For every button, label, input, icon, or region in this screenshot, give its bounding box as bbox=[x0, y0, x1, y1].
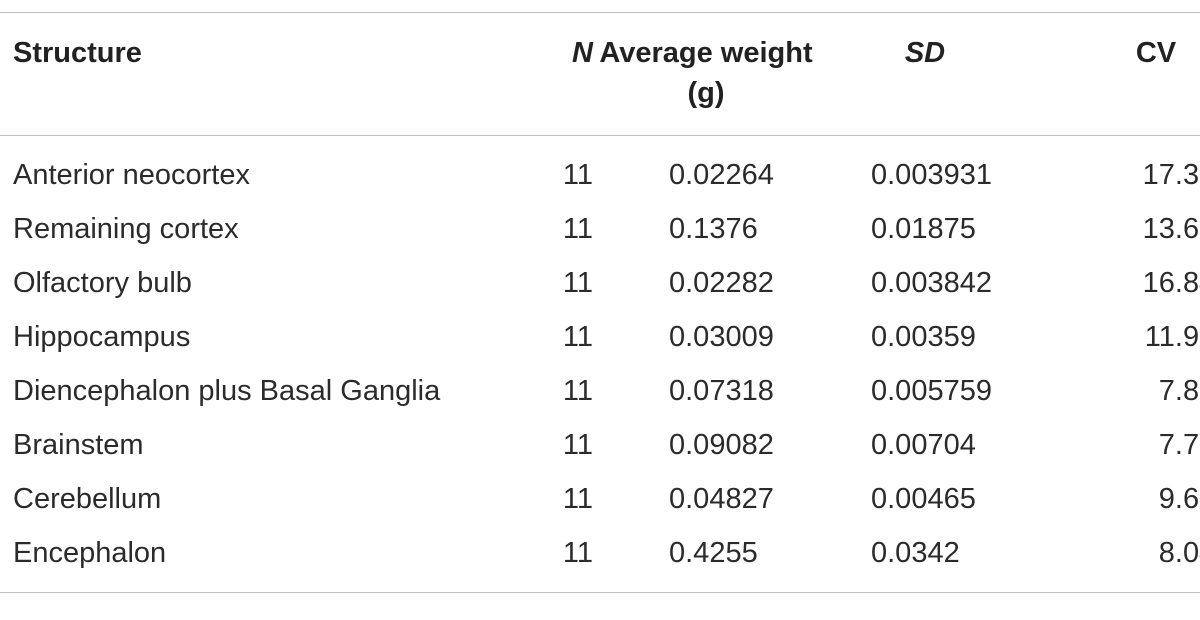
cell-average-weight: 0.02282 bbox=[669, 267, 774, 299]
cell-average-weight: 0.4255 bbox=[669, 537, 758, 569]
header-sd: SD bbox=[904, 37, 946, 69]
cell-structure: Hippocampus bbox=[13, 321, 191, 353]
cell-n: 11 bbox=[562, 213, 593, 245]
header-average-weight: Average weight (g) bbox=[599, 37, 813, 109]
cell-sd: 0.0342 bbox=[871, 537, 960, 569]
cell-sd: 0.01875 bbox=[871, 213, 976, 245]
cell-n: 11 bbox=[562, 267, 593, 299]
table-row: Olfactory bulb 11 0.02282 0.003842 16.84… bbox=[0, 256, 1200, 310]
cell-structure: Cerebellum bbox=[13, 483, 162, 515]
cell-sd: 0.005759 bbox=[871, 375, 992, 407]
cell-structure: Anterior neocortex bbox=[13, 159, 250, 191]
table-row: Hippocampus 11 0.03009 0.00359 11.93% bbox=[0, 310, 1200, 364]
header-n: N bbox=[572, 37, 593, 69]
header-row: Structure N Average weight (g) SD CV bbox=[0, 12, 1200, 136]
cell-cv: 17.37% bbox=[1142, 159, 1200, 191]
cell-structure: Diencephalon plus Basal Ganglia bbox=[13, 375, 441, 407]
cell-cv: 11.93% bbox=[1144, 321, 1200, 353]
cell-cv: 8.04% bbox=[1158, 537, 1200, 569]
cell-structure: Remaining cortex bbox=[13, 213, 239, 245]
cell-average-weight: 0.1376 bbox=[669, 213, 758, 245]
table-row: Diencephalon plus Basal Ganglia 11 0.073… bbox=[0, 364, 1200, 418]
header-structure: Structure bbox=[13, 37, 142, 69]
cell-n: 11 bbox=[562, 321, 593, 353]
cell-average-weight: 0.07318 bbox=[669, 375, 774, 407]
table-row: Brainstem 11 0.09082 0.00704 7.75% bbox=[0, 418, 1200, 472]
cell-n: 11 bbox=[562, 483, 593, 515]
cell-structure: Brainstem bbox=[13, 429, 144, 461]
brain-structure-weights-table: Structure N Average weight (g) SD CV Ant… bbox=[0, 12, 1200, 593]
cell-average-weight: 0.09082 bbox=[669, 429, 774, 461]
cell-n: 11 bbox=[562, 375, 593, 407]
cell-sd: 0.00704 bbox=[871, 429, 976, 461]
cell-sd: 0.003931 bbox=[871, 159, 992, 191]
table-row: Encephalon 11 0.4255 0.0342 8.04% bbox=[0, 526, 1200, 593]
cell-structure: Olfactory bulb bbox=[13, 267, 192, 299]
cell-cv: 13.62% bbox=[1142, 213, 1200, 245]
table-row: Remaining cortex 11 0.1376 0.01875 13.62… bbox=[0, 202, 1200, 256]
table-row: Cerebellum 11 0.04827 0.00465 9.63% bbox=[0, 472, 1200, 526]
cell-average-weight: 0.04827 bbox=[669, 483, 774, 515]
cell-n: 11 bbox=[562, 429, 593, 461]
table-header: Structure N Average weight (g) SD CV bbox=[0, 12, 1200, 136]
cell-n: 11 bbox=[562, 537, 593, 569]
data-table-container: Structure N Average weight (g) SD CV Ant… bbox=[0, 12, 1200, 593]
cell-cv: 7.75% bbox=[1158, 429, 1200, 461]
cell-cv: 7.87% bbox=[1158, 375, 1200, 407]
cell-structure: Encephalon bbox=[13, 537, 167, 569]
cell-sd: 0.00359 bbox=[871, 321, 976, 353]
cell-average-weight: 0.03009 bbox=[669, 321, 774, 353]
cell-sd: 0.003842 bbox=[871, 267, 992, 299]
cell-cv: 9.63% bbox=[1158, 483, 1200, 515]
header-cv: CV bbox=[1135, 37, 1177, 69]
cell-average-weight: 0.02264 bbox=[669, 159, 774, 191]
table-row: Anterior neocortex 11 0.02264 0.003931 1… bbox=[0, 136, 1200, 203]
cell-sd: 0.00465 bbox=[871, 483, 976, 515]
cell-n: 11 bbox=[562, 159, 593, 191]
cell-cv: 16.84% bbox=[1142, 267, 1200, 299]
table-body: Anterior neocortex 11 0.02264 0.003931 1… bbox=[0, 136, 1200, 593]
